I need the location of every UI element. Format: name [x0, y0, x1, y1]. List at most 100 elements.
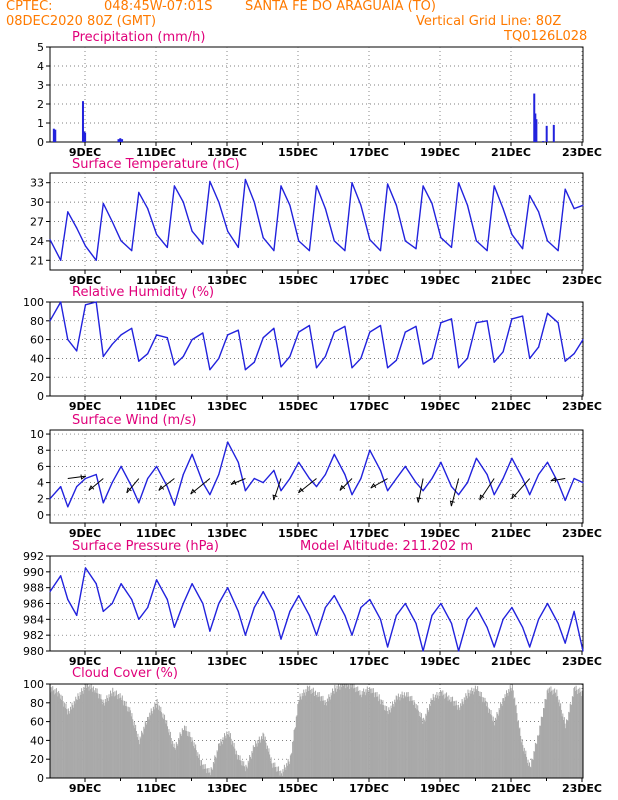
cloud-bar — [106, 695, 108, 778]
cloud-bar — [560, 709, 562, 778]
cloud-bar — [411, 695, 413, 778]
cloud-bar — [52, 686, 54, 778]
cloud-bar — [383, 710, 385, 778]
cloud-bar — [551, 690, 553, 778]
wind-point — [209, 494, 211, 496]
wind-arrow-head — [158, 485, 165, 491]
cloud-bar — [366, 686, 368, 778]
cloud-bar — [528, 765, 530, 778]
cloud-bar — [310, 694, 312, 778]
cloud-bar — [358, 695, 360, 778]
cloud-bar — [463, 704, 465, 778]
rh-ytick-label: 60 — [30, 334, 44, 347]
cloud-bar — [206, 773, 208, 778]
pres-point — [138, 618, 140, 620]
cloud-bar — [580, 691, 582, 778]
cloud-bar — [287, 759, 289, 778]
cloud-bar — [195, 744, 197, 778]
cloud-bar — [538, 734, 540, 778]
cloud-bar — [420, 713, 422, 778]
cloud-bar — [317, 692, 319, 778]
precip-bar — [534, 113, 537, 142]
pres-point — [120, 583, 122, 585]
rh-point — [360, 357, 362, 359]
cloud-bar — [536, 744, 538, 778]
cloud-bar — [249, 755, 251, 778]
header-source: CPTEC: — [6, 0, 53, 14]
precip-xtick-label: 21DEC — [491, 146, 531, 159]
cloud-bar — [146, 724, 148, 778]
temp-ytick-label: 27 — [30, 216, 44, 229]
cloud-bar — [78, 698, 80, 778]
rh-point — [308, 324, 310, 327]
pres-point — [49, 591, 51, 593]
cloud-bar — [542, 717, 544, 778]
pres-ytick-label: 984 — [23, 613, 44, 626]
cloud-bar — [335, 688, 337, 778]
rh-point — [395, 359, 397, 361]
cloud-bar — [190, 741, 192, 778]
cloud-bar — [389, 709, 391, 778]
precip-xtick-label: 17DEC — [349, 146, 389, 159]
cloud-bar — [57, 696, 59, 778]
wind-frame — [49, 429, 584, 524]
cloud-bar — [206, 768, 208, 778]
temp-point — [450, 246, 453, 248]
wind-arrow — [370, 478, 388, 489]
cloud-bar — [137, 733, 139, 778]
cloud-bar — [72, 705, 74, 778]
cloud-bar — [457, 704, 459, 778]
cloud-bar — [352, 688, 354, 778]
cloud-bar — [456, 705, 458, 778]
cloud-bar — [436, 692, 438, 778]
rh-point — [522, 315, 524, 317]
precip-xtick-label: 23DEC — [562, 146, 602, 159]
cloud-bar — [467, 689, 469, 778]
precip-bar — [533, 93, 536, 142]
cloud-bar — [140, 738, 142, 778]
wind-xtick-label: 21DEC — [491, 527, 531, 540]
cloud-bar — [552, 689, 554, 778]
rh-point — [156, 334, 158, 336]
temp-point — [573, 208, 575, 210]
cloud-bar — [416, 709, 418, 778]
cloud-bar — [259, 739, 261, 778]
header-grid-note: Vertical Grid Line: 80Z — [416, 14, 562, 29]
cloud-bar — [461, 699, 463, 778]
pres-point — [76, 614, 78, 617]
cloud-bar — [220, 739, 222, 778]
cloud-bar — [465, 693, 467, 778]
cloud-bar — [309, 689, 311, 778]
pres-title: Surface Pressure (hPa) — [72, 539, 219, 554]
cloud-bar — [327, 701, 329, 778]
cloud-bar — [373, 692, 375, 778]
wind-point — [344, 473, 346, 476]
cloud-bar — [440, 691, 442, 778]
cloud-bar — [429, 704, 431, 778]
cloud-bar — [437, 695, 439, 778]
wind-arrow — [126, 478, 140, 494]
cloud-bar — [188, 736, 190, 778]
cloud-bar — [125, 701, 127, 778]
cloud-bar — [64, 702, 66, 778]
cloud-bar — [546, 690, 548, 778]
cloud-bar — [219, 745, 221, 778]
wind-xtick-label: 23DEC — [562, 527, 602, 540]
cloud-bar — [306, 685, 308, 778]
wind-xtick-label: 11DEC — [136, 527, 176, 540]
cloud-bar — [309, 685, 311, 778]
cloud-bar — [529, 762, 531, 778]
cloud-bar — [149, 712, 151, 778]
rh-point — [502, 351, 504, 353]
cloud-bar — [186, 731, 188, 778]
cloud-bar — [319, 696, 321, 778]
rh-point — [218, 357, 220, 359]
pres-point — [369, 598, 371, 601]
cloud-bar — [343, 685, 345, 778]
temp-xtick-label: 9DEC — [69, 274, 101, 287]
wind-point — [49, 498, 51, 500]
cloud-bar — [215, 756, 217, 778]
cloud-bar — [338, 686, 340, 778]
cloud-bar — [430, 698, 432, 778]
cloud-bar — [480, 696, 482, 778]
